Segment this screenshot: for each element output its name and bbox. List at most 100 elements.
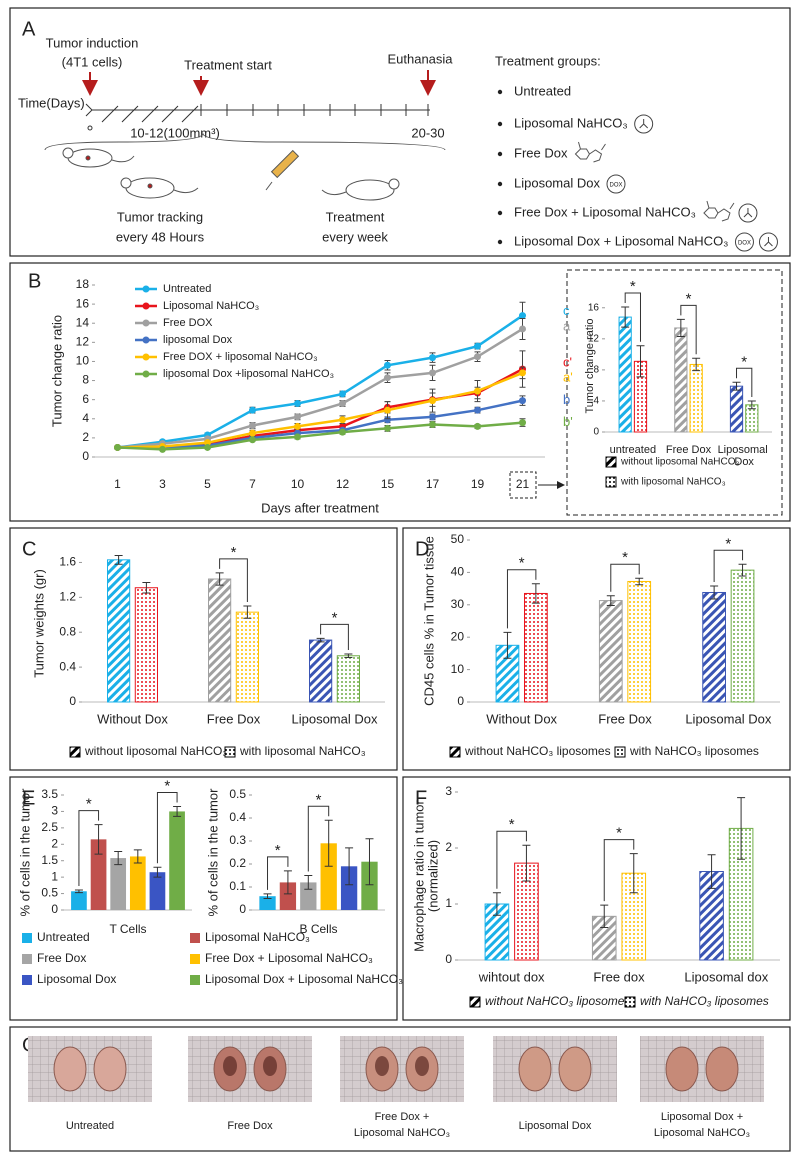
bar bbox=[320, 843, 337, 910]
error-bar bbox=[365, 838, 374, 886]
tumor bbox=[518, 1046, 552, 1092]
x-tick-label: B Cells bbox=[299, 922, 337, 936]
tumor bbox=[53, 1046, 87, 1092]
bullet bbox=[497, 239, 503, 245]
x-tick-label: Liposomal dox bbox=[684, 969, 768, 984]
error-bar bbox=[747, 400, 756, 410]
bar bbox=[627, 580, 652, 703]
timeline-arrow bbox=[85, 103, 93, 117]
y-tick-label: 0 bbox=[239, 902, 246, 916]
liposome-icon bbox=[743, 208, 753, 218]
error-bar bbox=[606, 595, 615, 606]
tumor-core bbox=[223, 1056, 237, 1076]
phase-label: Tumor tracking bbox=[117, 209, 203, 224]
error-bar bbox=[621, 306, 630, 328]
tumor bbox=[705, 1046, 739, 1092]
liposome-icon bbox=[764, 237, 773, 247]
y-tick-label: 40 bbox=[451, 565, 465, 579]
y-axis-label: Tumor change ratio bbox=[584, 319, 596, 414]
panel-f-frame bbox=[402, 776, 791, 1021]
tumor bbox=[665, 1046, 699, 1092]
y-tick-label: 0 bbox=[593, 427, 599, 438]
error-bar bbox=[133, 849, 142, 864]
legend-marker bbox=[142, 319, 150, 327]
legend-label: Untreated bbox=[37, 930, 90, 944]
point bbox=[474, 353, 481, 361]
x-tick-label: Free Dox bbox=[666, 444, 712, 456]
error-bar bbox=[263, 893, 272, 899]
legend-marker bbox=[142, 353, 150, 361]
y-tick-label: 0 bbox=[457, 694, 464, 708]
legend-swatch bbox=[624, 996, 636, 1008]
x-tick-label: Free dox bbox=[593, 969, 645, 984]
error-bar bbox=[283, 870, 292, 895]
phase-label: every week bbox=[322, 229, 388, 244]
photo-caption: Untreated bbox=[66, 1120, 114, 1132]
legend-swatch bbox=[22, 975, 32, 985]
significance-label: * bbox=[725, 535, 731, 552]
group-label: Free Dox + Liposomal NaHCO₃ bbox=[514, 204, 696, 219]
legend-label: Liposomal NaHCO₃ bbox=[205, 930, 310, 944]
panel-a: A Tumor induction (4T1 cells) Treatment … bbox=[18, 18, 601, 244]
point bbox=[204, 443, 211, 451]
error-bar bbox=[600, 904, 609, 929]
significance-label: * bbox=[741, 353, 747, 370]
point bbox=[384, 406, 391, 414]
bar bbox=[259, 896, 276, 910]
group-label: Liposomal Dox + Liposomal NaHCO₃ bbox=[514, 233, 728, 248]
groups-title: Treatment groups: bbox=[495, 53, 601, 68]
bullet bbox=[497, 151, 503, 157]
x-tick-label: Liposomal Dox bbox=[685, 711, 771, 726]
event-label: Euthanasia bbox=[387, 51, 453, 66]
bar bbox=[340, 866, 358, 910]
point bbox=[474, 387, 481, 395]
error-bar bbox=[710, 585, 719, 600]
panel-d-frame bbox=[402, 527, 791, 771]
bar bbox=[110, 858, 127, 910]
y-tick-label: 8 bbox=[593, 365, 599, 376]
legend-swatch bbox=[190, 975, 200, 985]
y-tick-label: 12 bbox=[76, 335, 90, 349]
period-label: 20-30 bbox=[411, 125, 444, 140]
legend-swatch bbox=[449, 746, 461, 758]
error-bar bbox=[629, 853, 638, 894]
significance-bracket bbox=[496, 830, 527, 889]
legend-label: Free Dox bbox=[37, 951, 86, 965]
panel-label: B bbox=[28, 270, 41, 292]
legend-label: with NaHCO₃ liposomes bbox=[640, 994, 769, 1008]
bar bbox=[169, 811, 185, 910]
event-label: (4T1 cells) bbox=[62, 54, 123, 69]
y-tick-label: 10 bbox=[76, 354, 90, 368]
event-label: Tumor induction bbox=[46, 35, 139, 50]
dox-icon-label: DOX bbox=[738, 241, 751, 247]
panel-label: F bbox=[415, 787, 427, 809]
error-bar bbox=[692, 357, 701, 372]
x-tick-label: Without Dox bbox=[97, 711, 168, 726]
point bbox=[519, 325, 526, 333]
liposome-icon bbox=[639, 119, 649, 129]
x-tick-label: 17 bbox=[426, 477, 440, 491]
significance-label: * bbox=[332, 609, 338, 626]
panel-g-frame bbox=[9, 1026, 791, 1152]
y-tick-label: 4 bbox=[593, 396, 599, 407]
bullet bbox=[497, 89, 503, 95]
legend-label: with liposomal NaHCO₃ bbox=[239, 744, 366, 758]
point bbox=[429, 421, 436, 429]
bar bbox=[674, 327, 688, 433]
end-label: c' bbox=[563, 355, 572, 370]
panel-b-frame bbox=[9, 262, 791, 522]
legend-swatch bbox=[190, 954, 200, 964]
tumor-photo bbox=[640, 1036, 764, 1102]
y-tick-label: 16 bbox=[588, 302, 600, 313]
y-tick-label: 3 bbox=[51, 804, 58, 818]
x-tick-label: 10 bbox=[291, 477, 305, 491]
bar bbox=[208, 578, 232, 703]
bar bbox=[730, 569, 755, 703]
significance-label: * bbox=[509, 816, 515, 833]
series-line bbox=[117, 327, 524, 449]
tumor-core bbox=[375, 1056, 389, 1076]
significance-label: * bbox=[686, 290, 692, 307]
point bbox=[519, 419, 526, 427]
legend-marker bbox=[142, 302, 150, 310]
significance-bracket bbox=[624, 292, 641, 342]
